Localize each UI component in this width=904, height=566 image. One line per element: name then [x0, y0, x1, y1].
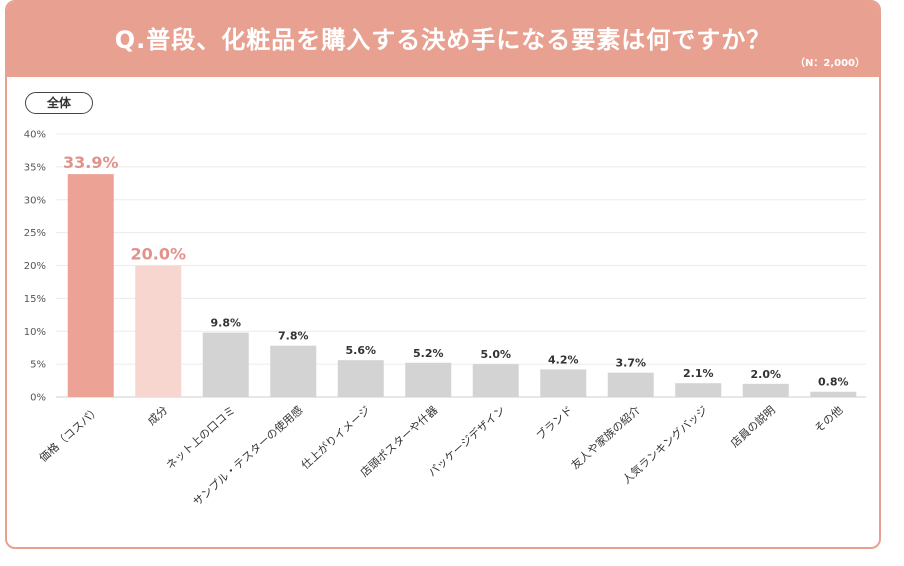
value-label: 33.9% — [63, 153, 119, 172]
category-label: サンプル・テスターの使用感 — [191, 404, 306, 509]
bar — [337, 360, 384, 397]
value-label: 2.0% — [750, 368, 781, 381]
category-label: 仕上がりイメージ — [298, 403, 373, 472]
bar — [540, 369, 587, 397]
question-header: Q.普段、化粧品を購入する決め手になる要素は何ですか？ （N：2,000） — [7, 2, 879, 77]
bar — [810, 391, 857, 397]
category-label: ブランド — [533, 403, 575, 443]
bar — [135, 265, 182, 397]
value-label: 20.0% — [130, 245, 186, 264]
y-tick-label: 0% — [30, 393, 46, 404]
value-label: 4.2% — [548, 353, 579, 366]
value-label: 7.8% — [278, 330, 309, 343]
category-label: ネット上の口コミ — [164, 404, 238, 473]
y-tick-label: 40% — [24, 130, 46, 141]
bar — [742, 383, 789, 397]
y-tick-label: 15% — [24, 294, 46, 305]
bar — [202, 332, 249, 397]
sample-size-label: （N：2,000） — [795, 58, 865, 69]
y-tick-label: 5% — [30, 360, 46, 371]
segment-tab-all[interactable]: 全体 — [25, 92, 93, 114]
value-label: 5.2% — [413, 347, 444, 360]
category-label: 成分 — [145, 404, 170, 428]
category-label: 友人や家族の紹介 — [568, 403, 643, 472]
category-label: 価格（コスパ） — [36, 403, 103, 465]
bar — [675, 383, 722, 397]
value-label: 3.7% — [615, 357, 646, 370]
category-label: その他 — [812, 404, 845, 436]
question-title: Q.普段、化粧品を購入する決め手になる要素は何ですか？ — [114, 26, 772, 54]
bar — [405, 362, 452, 397]
value-label: 0.8% — [818, 376, 849, 389]
value-label: 5.6% — [345, 344, 376, 357]
bar — [472, 364, 519, 397]
bar — [67, 174, 114, 397]
y-tick-label: 10% — [24, 327, 46, 338]
y-tick-label: 35% — [24, 162, 46, 173]
bar — [270, 345, 317, 397]
value-label: 9.8% — [210, 317, 241, 330]
y-tick-label: 20% — [24, 261, 46, 272]
bar — [607, 372, 654, 397]
value-label: 2.1% — [683, 367, 714, 380]
value-label: 5.0% — [480, 348, 511, 361]
y-tick-label: 30% — [24, 195, 46, 206]
y-tick-label: 25% — [24, 228, 46, 239]
category-label: 店員の説明 — [728, 403, 778, 450]
